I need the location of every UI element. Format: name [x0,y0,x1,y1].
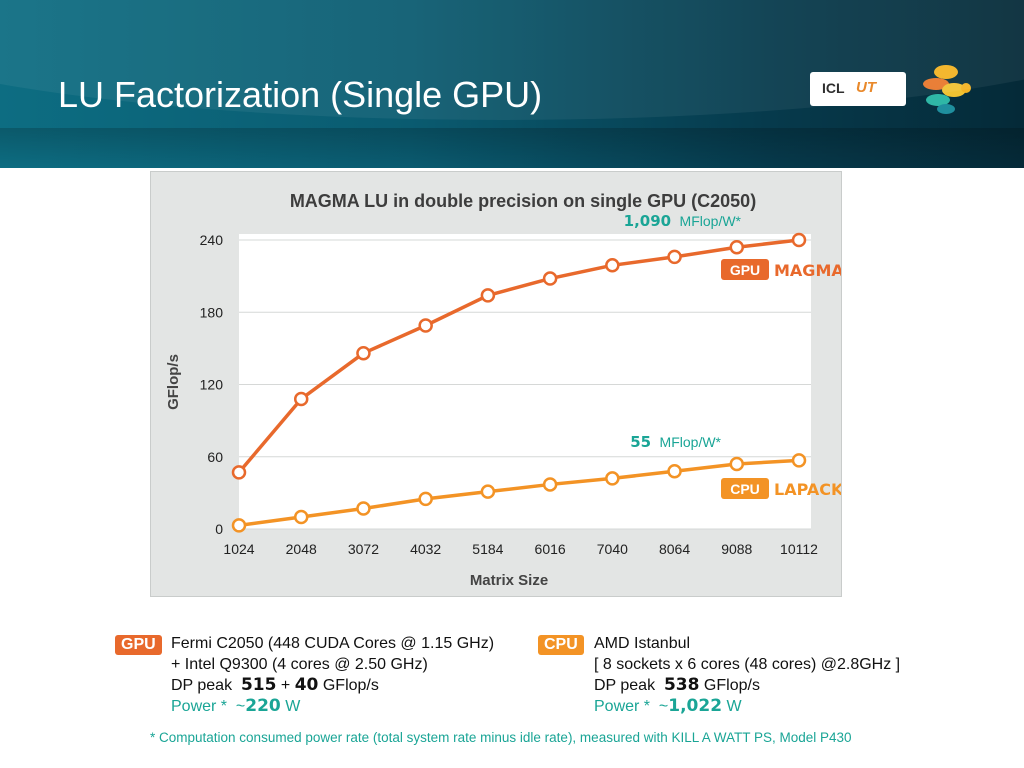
magma-data-point [356,345,371,361]
lapack-annotation-value: 55 [630,433,651,451]
lapack-data-point [542,477,558,492]
gpu-series-badge-text: GPU [730,262,760,278]
lapack-data-point [729,456,745,472]
gpu-dp-peak: DP peak 515 + 40 GFlop/s [171,675,494,696]
cpu-series-badge-text: CPU [730,481,760,497]
y-tick-label: 0 [215,521,223,537]
magma-annotation-value: 1,090 [624,212,671,230]
y-tick-labels: 0 60 120 180 240 [200,232,224,537]
y-tick-label: 120 [200,377,224,393]
lapack-data-point [231,518,247,533]
gpu-dp-value-b: 40 [294,675,319,695]
x-tick-label: 2048 [286,541,317,557]
y-tick-label: 60 [207,449,223,465]
gpu-power-tilde: ~ [235,698,246,715]
cpu-power-value: 1,022 [668,696,723,716]
y-tick-label: 240 [200,232,224,248]
cpu-dp-label: DP peak [594,677,656,694]
magma-data-point [231,465,247,480]
x-tick-label: 7040 [597,541,628,557]
lapack-data-point [356,501,371,516]
magma-data-point [729,239,745,255]
x-tick-label: 1024 [223,541,254,557]
gpu-spec-block: Fermi C2050 (448 CUDA Cores @ 1.15 GHz) … [171,633,494,717]
magma-data-point [542,271,558,286]
gpu-dp-value-a: 515 [240,675,277,695]
logo-icl-text: ICL [822,80,845,96]
x-tick-label: 5184 [472,541,503,557]
footnote: * Computation consumed power rate (total… [150,730,852,745]
gpu-dp-label: DP peak [171,677,233,694]
cpu-dp-value: 538 [663,675,700,695]
chart-title: MAGMA LU in double precision on single G… [290,191,756,211]
magma-annotation: 1,090 MFlop/W* [624,212,742,230]
x-axis-title: Matrix Size [470,572,548,589]
gpu-series-badge [721,259,769,280]
lapack-data-point [418,491,433,507]
gpu-spec-line1: Fermi C2050 (448 CUDA Cores @ 1.15 GHz) [171,635,495,652]
icl-ut-logo: ICL UT [810,72,906,106]
x-tick-labels: 1024 2048 3072 4032 5184 6016 7040 8064 9088 1011… [223,541,818,557]
gpu-dp-unit: GFlop/s [322,677,379,694]
logo-ut-text: UT [856,79,876,96]
cpu-dp-unit: GFlop/s [703,677,760,694]
magma-data-point [293,391,309,407]
magma-series-line [237,238,800,474]
innovative-computing-logo-icon [923,65,971,114]
line-chart: MAGMA LU in double precision on single G… [165,191,841,589]
gridlines [239,239,811,530]
cpu-power-tilde: ~ [658,698,669,715]
slide-title: LU Factorization (Single GPU) [58,74,543,115]
y-axis-title: GFlop/s [165,354,182,410]
lapack-series-label: LAPACK [774,480,841,499]
cpu-dp-peak: DP peak 538 GFlop/s [594,675,900,696]
cpu-spec-badge: CPU [538,635,584,655]
cpu-power-label: Power * [594,698,651,715]
x-tick-label: 10112 [780,541,818,557]
lapack-series-line [238,458,800,528]
x-tick-label: 3072 [348,541,379,557]
magma-data-point [605,258,620,273]
lapack-annotation: 55 MFlop/W* [630,433,721,451]
gpu-power-label: Power * [171,698,228,715]
chart-panel: MAGMA LU in double precision on single G… [150,171,842,597]
x-tick-label: 4032 [410,541,441,557]
magma-annotation-unit: MFlop/W* [680,213,742,229]
magma-data-point [791,232,807,248]
lapack-annotation-unit: MFlop/W* [660,434,722,450]
x-tick-label: 8064 [659,541,690,557]
lapack-data-point [667,463,682,479]
x-tick-label: 9088 [721,541,752,557]
magma-data-point [667,249,682,265]
cpu-spec-block: AMD Istanbul [ 8 sockets x 6 cores (48 c… [594,633,900,717]
cpu-power: Power * ~1,022 W [594,696,900,717]
lapack-data-point [480,484,496,499]
cpu-spec-line2: [ 8 sockets x 6 cores (48 cores) @2.8GHz… [594,656,901,673]
magma-series-label: MAGMA [774,261,841,280]
gpu-power-unit: W [285,698,301,715]
gpu-power-value: 220 [245,696,281,716]
slide-header: LU Factorization (Single GPU) ICL UT [0,0,1024,168]
cpu-spec-line1: AMD Istanbul [594,635,691,652]
lapack-data-point [791,453,807,468]
cpu-power-unit: W [726,698,742,715]
x-tick-label: 6016 [535,541,566,557]
cpu-series-badge [721,478,769,499]
series-group [231,232,807,533]
plot-area [239,234,811,529]
y-tick-label: 180 [200,304,224,320]
gpu-dp-plus: + [280,677,291,694]
gpu-power: Power * ~220 W [171,696,494,717]
gpu-spec-badge: GPU [115,635,162,655]
magma-data-point [480,288,496,303]
lapack-data-point [293,509,309,525]
magma-data-point [418,318,433,333]
gpu-spec-line2: + Intel Q9300 (4 cores @ 2.50 GHz) [171,656,428,673]
lapack-data-point [605,471,620,486]
